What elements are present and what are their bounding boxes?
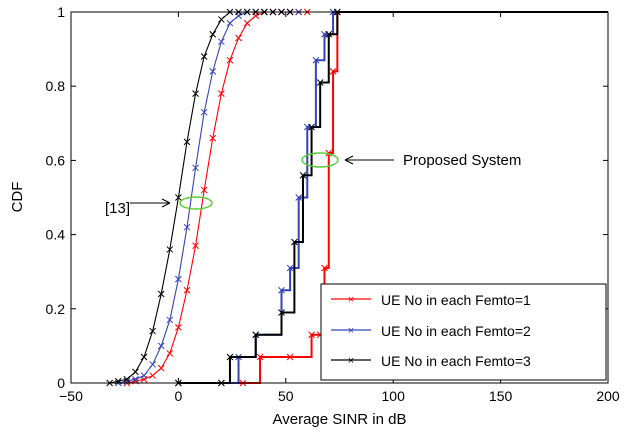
series-3-point bbox=[157, 290, 165, 298]
series-6-point bbox=[226, 353, 234, 361]
series-3-point bbox=[218, 16, 225, 23]
y-axis-label: CDF bbox=[9, 182, 26, 213]
y-tick-label: 0.8 bbox=[46, 78, 66, 94]
series-1-point bbox=[157, 364, 165, 372]
y-tick-label: 0 bbox=[57, 375, 65, 391]
series-6-point bbox=[299, 171, 307, 179]
series-6-point bbox=[291, 238, 298, 246]
series-1-point bbox=[243, 19, 251, 27]
series-1-point bbox=[183, 286, 191, 294]
series-2-point bbox=[149, 361, 156, 368]
series-2-point bbox=[166, 316, 174, 324]
legend-marker-1: × bbox=[348, 294, 354, 306]
series-3-point bbox=[183, 138, 191, 146]
series-4-point bbox=[308, 331, 315, 339]
legend-label-2: UE No in each Femto=2 bbox=[381, 323, 531, 339]
series-line-2 bbox=[118, 11, 299, 384]
series-2-point bbox=[218, 38, 225, 46]
series-3-point bbox=[149, 327, 156, 335]
series-6-point bbox=[278, 309, 285, 316]
series-2-point bbox=[140, 372, 148, 379]
series-6-point bbox=[252, 331, 260, 339]
series-5-point bbox=[286, 264, 294, 272]
series-4-point bbox=[329, 68, 337, 75]
annotation-proposed-arrowhead bbox=[344, 155, 354, 165]
x-tick-label: 50 bbox=[278, 388, 294, 404]
series-2-point bbox=[200, 108, 208, 116]
series-line-6 bbox=[178, 11, 608, 384]
series-6-point bbox=[308, 123, 315, 131]
annotation-13-ellipse bbox=[179, 196, 213, 210]
legend-marker-2: × bbox=[348, 325, 354, 337]
y-tick-label: 1 bbox=[57, 4, 65, 20]
series-1-point bbox=[226, 56, 234, 64]
y-tick-label: 0.4 bbox=[46, 227, 66, 243]
series-1-point bbox=[218, 90, 225, 97]
series-2-point bbox=[192, 164, 199, 172]
series-2-point bbox=[209, 68, 217, 75]
series-1-point bbox=[209, 134, 217, 142]
legend-marker-3: × bbox=[348, 355, 354, 367]
series-3-point bbox=[192, 90, 199, 97]
series-2-point bbox=[183, 223, 191, 231]
x-tick-label: 200 bbox=[596, 388, 620, 404]
series-3-point bbox=[166, 246, 174, 253]
series-3-point bbox=[140, 353, 148, 361]
x-tick-label: 150 bbox=[489, 388, 513, 404]
axes-frame bbox=[70, 11, 609, 384]
series-5-point bbox=[295, 194, 303, 201]
annotation-proposed-ellipse bbox=[301, 152, 339, 168]
series-5-point bbox=[278, 286, 285, 294]
legend: × UE No in each Femto=1 × UE No in each … bbox=[320, 283, 607, 381]
legend-box bbox=[320, 283, 607, 381]
x-axis-label: Average SINR in dB bbox=[273, 411, 407, 428]
series-3-point bbox=[123, 375, 131, 383]
y-tick-label: 0.2 bbox=[46, 301, 66, 317]
series-4-point bbox=[321, 264, 328, 272]
series-2-point bbox=[157, 342, 165, 350]
legend-label-3: UE No in each Femto=3 bbox=[381, 353, 531, 369]
x-tick-label: 100 bbox=[382, 388, 406, 404]
series-3-point bbox=[200, 53, 208, 60]
series-2-point bbox=[132, 375, 139, 383]
annotation-13-label: [13] bbox=[105, 200, 130, 217]
series-1-point bbox=[149, 372, 156, 379]
series-2-point bbox=[226, 19, 234, 27]
legend-label-1: UE No in each Femto=1 bbox=[381, 292, 531, 308]
series-1-point bbox=[175, 323, 182, 331]
series-1-point bbox=[166, 349, 174, 357]
series-3-point bbox=[175, 194, 182, 201]
series-1-point bbox=[200, 186, 208, 194]
y-tick-label: 0.6 bbox=[46, 152, 66, 168]
series-1-point bbox=[192, 242, 199, 250]
series-3-point bbox=[209, 30, 217, 38]
annotation-13-arrowhead bbox=[161, 198, 171, 208]
x-tick-label: −50 bbox=[59, 388, 83, 404]
series-5-point bbox=[312, 56, 320, 64]
series-3-point bbox=[132, 368, 139, 376]
series-6-point bbox=[316, 79, 324, 86]
series-4-point bbox=[286, 353, 294, 361]
series-1-point bbox=[235, 34, 242, 42]
x-tick-label: 0 bbox=[175, 388, 183, 404]
annotation-proposed-label: Proposed System bbox=[403, 152, 521, 169]
series-6-point bbox=[325, 30, 333, 38]
series-2-point bbox=[175, 275, 182, 283]
series-4-point bbox=[256, 353, 264, 361]
